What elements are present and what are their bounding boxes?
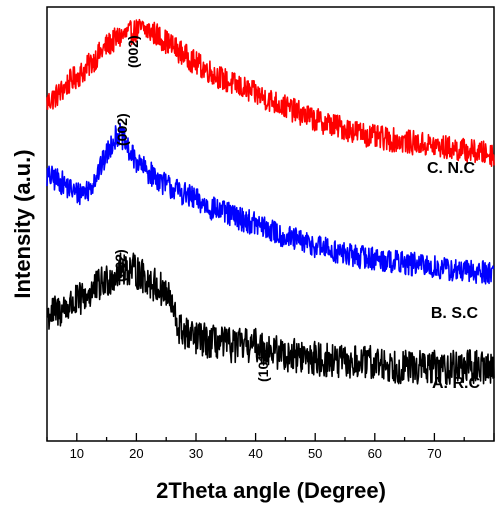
x-tick-label: 40 bbox=[248, 446, 262, 461]
series-line-a-r-c bbox=[46, 252, 495, 386]
x-axis-title: 2Theta angle (Degree) bbox=[156, 478, 386, 503]
x-tick-label: 70 bbox=[427, 446, 441, 461]
series-layer bbox=[46, 18, 495, 386]
x-tick-label: 50 bbox=[308, 446, 322, 461]
series-line-c-n-c bbox=[46, 18, 495, 168]
plot-frame bbox=[46, 6, 495, 442]
peak-label-002-bottom: (002) bbox=[112, 249, 128, 282]
series-label-c-nc: C. N.C bbox=[427, 160, 475, 177]
peak-label-002-middle: (002) bbox=[114, 113, 130, 146]
series-label-a-rc: A. R.C bbox=[432, 375, 480, 392]
x-tick-label: 10 bbox=[70, 446, 84, 461]
peak-label-002-top: (002) bbox=[125, 35, 141, 68]
x-tick-label: 20 bbox=[129, 446, 143, 461]
series-line-b-s-c bbox=[46, 122, 495, 285]
x-tick-label: 30 bbox=[189, 446, 203, 461]
y-axis-title: Intensity (a.u.) bbox=[10, 149, 35, 298]
x-axis-ticks: 10 20 30 40 50 60 70 bbox=[46, 433, 495, 461]
x-tick-label: 60 bbox=[368, 446, 382, 461]
peak-label-101: (101) bbox=[255, 349, 271, 382]
series-label-b-sc: B. S.C bbox=[431, 305, 479, 322]
